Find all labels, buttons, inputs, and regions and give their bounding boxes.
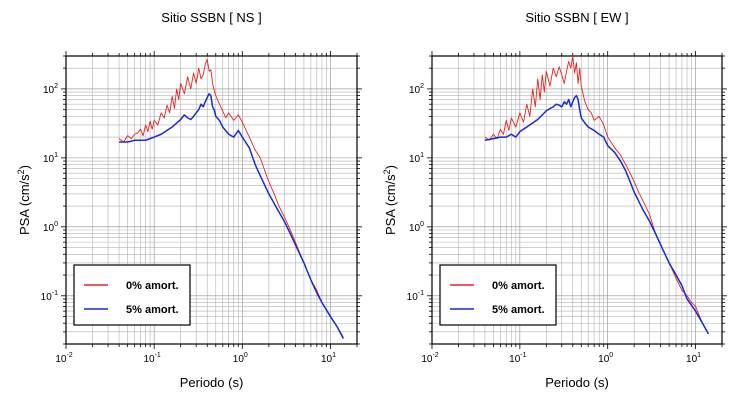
x-tick-label: 10-2 (55, 352, 72, 365)
x-tick-base: 10 (509, 354, 521, 365)
y-tick-exp: 1 (54, 152, 58, 159)
legend-box (439, 264, 557, 326)
legend: 0% amort. 5% amort. (439, 264, 557, 326)
y-axis-label-close: ) (383, 165, 398, 169)
x-tick-base: 10 (233, 354, 245, 365)
y-axis-label: PSA (cm/s2) (16, 165, 32, 235)
series-line-undamped (484, 55, 709, 335)
series-line-damped (484, 94, 710, 335)
plot-frame (65, 55, 358, 345)
x-tick-base: 10 (55, 354, 67, 365)
y-tick-label: 101 (409, 152, 424, 165)
x-tick-exp: -1 (520, 352, 526, 359)
x-tick-label: 101 (686, 352, 701, 365)
y-tick-base: 10 (409, 85, 421, 96)
x-tick-base: 10 (598, 354, 610, 365)
y-tick-base: 10 (43, 223, 55, 234)
legend: 0% amort. 5% amort. (73, 264, 191, 326)
x-axis-label: Periodo (s) (180, 375, 244, 390)
y-tick-label: 102 (409, 83, 424, 96)
y-tick-label: 102 (43, 83, 58, 96)
x-tick-exp: 0 (244, 352, 248, 359)
x-tick-label: 10-2 (421, 352, 438, 365)
x-tick-base: 10 (143, 354, 155, 365)
chart-title: Sitio SSBN [ EW ] (525, 10, 628, 25)
y-tick-label: 10-1 (407, 290, 424, 303)
y-tick-base: 10 (43, 154, 55, 165)
legend-label: 0% amort. (492, 280, 545, 292)
plot-frame (431, 55, 723, 345)
series-line-undamped (118, 58, 344, 338)
y-tick-exp: -1 (52, 290, 58, 297)
x-tick-label: 10-1 (143, 352, 160, 365)
x-tick-label: 100 (233, 352, 248, 365)
x-tick-exp: -2 (66, 352, 72, 359)
y-tick-base: 10 (409, 154, 421, 165)
y-axis-label-sup: 2 (382, 169, 392, 174)
x-tick-exp: -2 (432, 352, 438, 359)
x-tick-base: 10 (686, 354, 698, 365)
y-tick-exp: -1 (418, 290, 424, 297)
y-tick-label: 100 (409, 221, 424, 234)
y-tick-exp: 0 (420, 221, 424, 228)
y-axis-label-main: PSA (cm/s (383, 174, 398, 235)
legend-box (73, 264, 191, 326)
x-tick-exp: 1 (697, 352, 701, 359)
y-tick-exp: 0 (54, 221, 58, 228)
y-tick-base: 10 (43, 85, 55, 96)
x-tick-label: 101 (321, 352, 336, 365)
y-tick-base: 10 (409, 223, 421, 234)
x-tick-exp: 0 (609, 352, 613, 359)
y-axis-label-main: PSA (cm/s (17, 174, 32, 235)
y-axis-label-sup: 2 (16, 169, 26, 174)
series-line-damped (119, 93, 345, 339)
y-tick-exp: 1 (420, 152, 424, 159)
y-tick-label: 10-1 (41, 290, 58, 303)
y-tick-exp: 2 (420, 83, 424, 90)
y-axis-label: PSA (cm/s2) (382, 165, 398, 235)
chart-title: Sitio SSBN [ NS ] (161, 10, 261, 25)
x-tick-exp: 1 (332, 352, 336, 359)
x-tick-label: 10-1 (509, 352, 526, 365)
y-tick-label: 100 (43, 221, 58, 234)
y-tick-exp: 2 (54, 83, 58, 90)
y-tick-base: 10 (407, 292, 419, 303)
x-tick-label: 100 (598, 352, 613, 365)
x-tick-exp: -1 (155, 352, 161, 359)
y-axis-label-close: ) (17, 165, 32, 169)
x-tick-base: 10 (421, 354, 433, 365)
legend-label: 0% amort. (126, 280, 179, 292)
legend-label: 5% amort. (126, 304, 179, 316)
y-tick-label: 101 (43, 152, 58, 165)
x-tick-base: 10 (321, 354, 333, 365)
x-axis-label: Periodo (s) (545, 375, 609, 390)
y-tick-base: 10 (41, 292, 53, 303)
legend-label: 5% amort. (492, 304, 545, 316)
